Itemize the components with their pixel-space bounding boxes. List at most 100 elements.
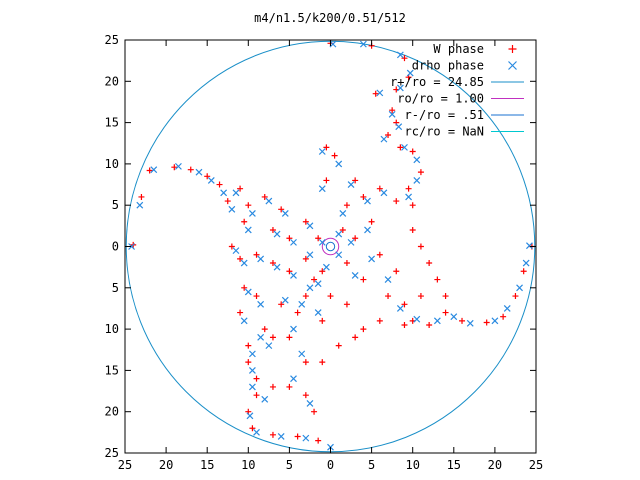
- point-1-42: [257, 255, 265, 263]
- point-1-38: [306, 222, 314, 230]
- point-0-101: [352, 334, 359, 341]
- point-1-70: [335, 251, 343, 259]
- point-0-44: [253, 251, 260, 258]
- point-0-80: [426, 321, 433, 328]
- point-0-17: [360, 193, 367, 200]
- point-1-23: [128, 243, 136, 250]
- point-1-17: [380, 189, 388, 197]
- point-0-53: [245, 342, 252, 349]
- point-0-15: [331, 152, 338, 159]
- point-1-29: [220, 189, 228, 197]
- point-0-93: [417, 293, 424, 300]
- x-tick-label: 20: [488, 458, 502, 472]
- point-0-75: [376, 251, 383, 258]
- point-1-71: [351, 271, 359, 279]
- point-1-55: [261, 395, 269, 403]
- point-0-86: [520, 268, 527, 275]
- point-1-48: [240, 317, 248, 325]
- point-0-8: [385, 131, 392, 138]
- x-tick-label: 20: [159, 458, 173, 472]
- point-1-21: [347, 238, 355, 246]
- point-0-65: [286, 383, 293, 390]
- legend-label-2: r+/ro = 24.85: [390, 75, 484, 89]
- point-0-9: [397, 144, 404, 151]
- point-0-29: [187, 166, 194, 173]
- point-1-40: [232, 247, 240, 255]
- point-1-35: [281, 210, 289, 217]
- point-0-42: [228, 243, 235, 250]
- point-1-22: [335, 230, 343, 238]
- point-1-16: [364, 197, 371, 205]
- point-0-52: [261, 326, 268, 333]
- point-0-72: [319, 268, 326, 275]
- point-1-26: [175, 162, 182, 170]
- point-1-9: [401, 143, 408, 151]
- y-tick-label: 5: [112, 281, 119, 295]
- point-0-10: [409, 148, 416, 155]
- point-1-19: [339, 210, 347, 217]
- point-0-16: [352, 177, 359, 184]
- point-0-66: [302, 359, 309, 366]
- point-0-88: [409, 226, 416, 233]
- point-1-27: [195, 168, 203, 176]
- point-1-5: [376, 89, 384, 97]
- point-0-49: [241, 284, 248, 291]
- point-0-57: [269, 383, 276, 390]
- point-1-8: [380, 135, 388, 143]
- y-tick-label: 0: [112, 240, 119, 254]
- y-tick-label: 5: [112, 198, 119, 212]
- point-1-2: [396, 51, 404, 59]
- point-0-24: [393, 198, 400, 205]
- x-tick-label: 5: [368, 458, 375, 472]
- point-1-32: [248, 210, 256, 217]
- y-tick-label: 20: [105, 405, 119, 419]
- point-0-85: [512, 293, 519, 300]
- point-0-91: [434, 276, 441, 283]
- point-0-22: [352, 235, 359, 242]
- point-1-58: [277, 433, 285, 440]
- point-1-80: [503, 305, 511, 312]
- point-1-33: [244, 226, 252, 234]
- x-tick-label: 25: [529, 458, 543, 472]
- point-0-50: [237, 309, 244, 316]
- point-1-34: [265, 197, 273, 205]
- point-1-61: [306, 400, 314, 407]
- point-0-82: [459, 317, 466, 324]
- point-0-34: [245, 202, 252, 209]
- legend-label-4: r-/ro = .51: [405, 108, 484, 122]
- point-0-92: [442, 293, 449, 300]
- x-tick-label: 15: [447, 458, 461, 472]
- point-0-40: [302, 218, 309, 225]
- point-1-43: [273, 263, 281, 271]
- point-1-7: [395, 123, 403, 131]
- point-1-1: [359, 40, 367, 48]
- point-0-58: [253, 392, 260, 399]
- point-0-102: [302, 392, 309, 399]
- y-tick-label: 10: [105, 157, 119, 171]
- point-0-6: [389, 107, 396, 114]
- point-0-11: [417, 169, 424, 176]
- point-0-14: [323, 144, 330, 151]
- point-0-100: [335, 342, 342, 349]
- point-0-76: [393, 268, 400, 275]
- point-0-23: [339, 226, 346, 233]
- point-0-96: [360, 326, 367, 333]
- point-0-47: [302, 255, 309, 262]
- point-0-12: [405, 185, 412, 192]
- point-0-95: [376, 317, 383, 324]
- point-0-37: [278, 206, 285, 213]
- point-1-54: [248, 383, 256, 391]
- point-1-63: [298, 350, 306, 358]
- point-1-37: [290, 238, 297, 246]
- point-1-12: [405, 193, 413, 201]
- point-0-99: [319, 359, 326, 366]
- point-1-51: [248, 350, 256, 358]
- point-0-51: [253, 293, 260, 300]
- point-1-69: [322, 263, 330, 271]
- point-1-31: [232, 189, 240, 197]
- y-tick-label: 15: [105, 363, 119, 377]
- y-tick-label: 25: [105, 446, 119, 460]
- point-1-72: [368, 255, 376, 263]
- point-0-35: [241, 218, 248, 225]
